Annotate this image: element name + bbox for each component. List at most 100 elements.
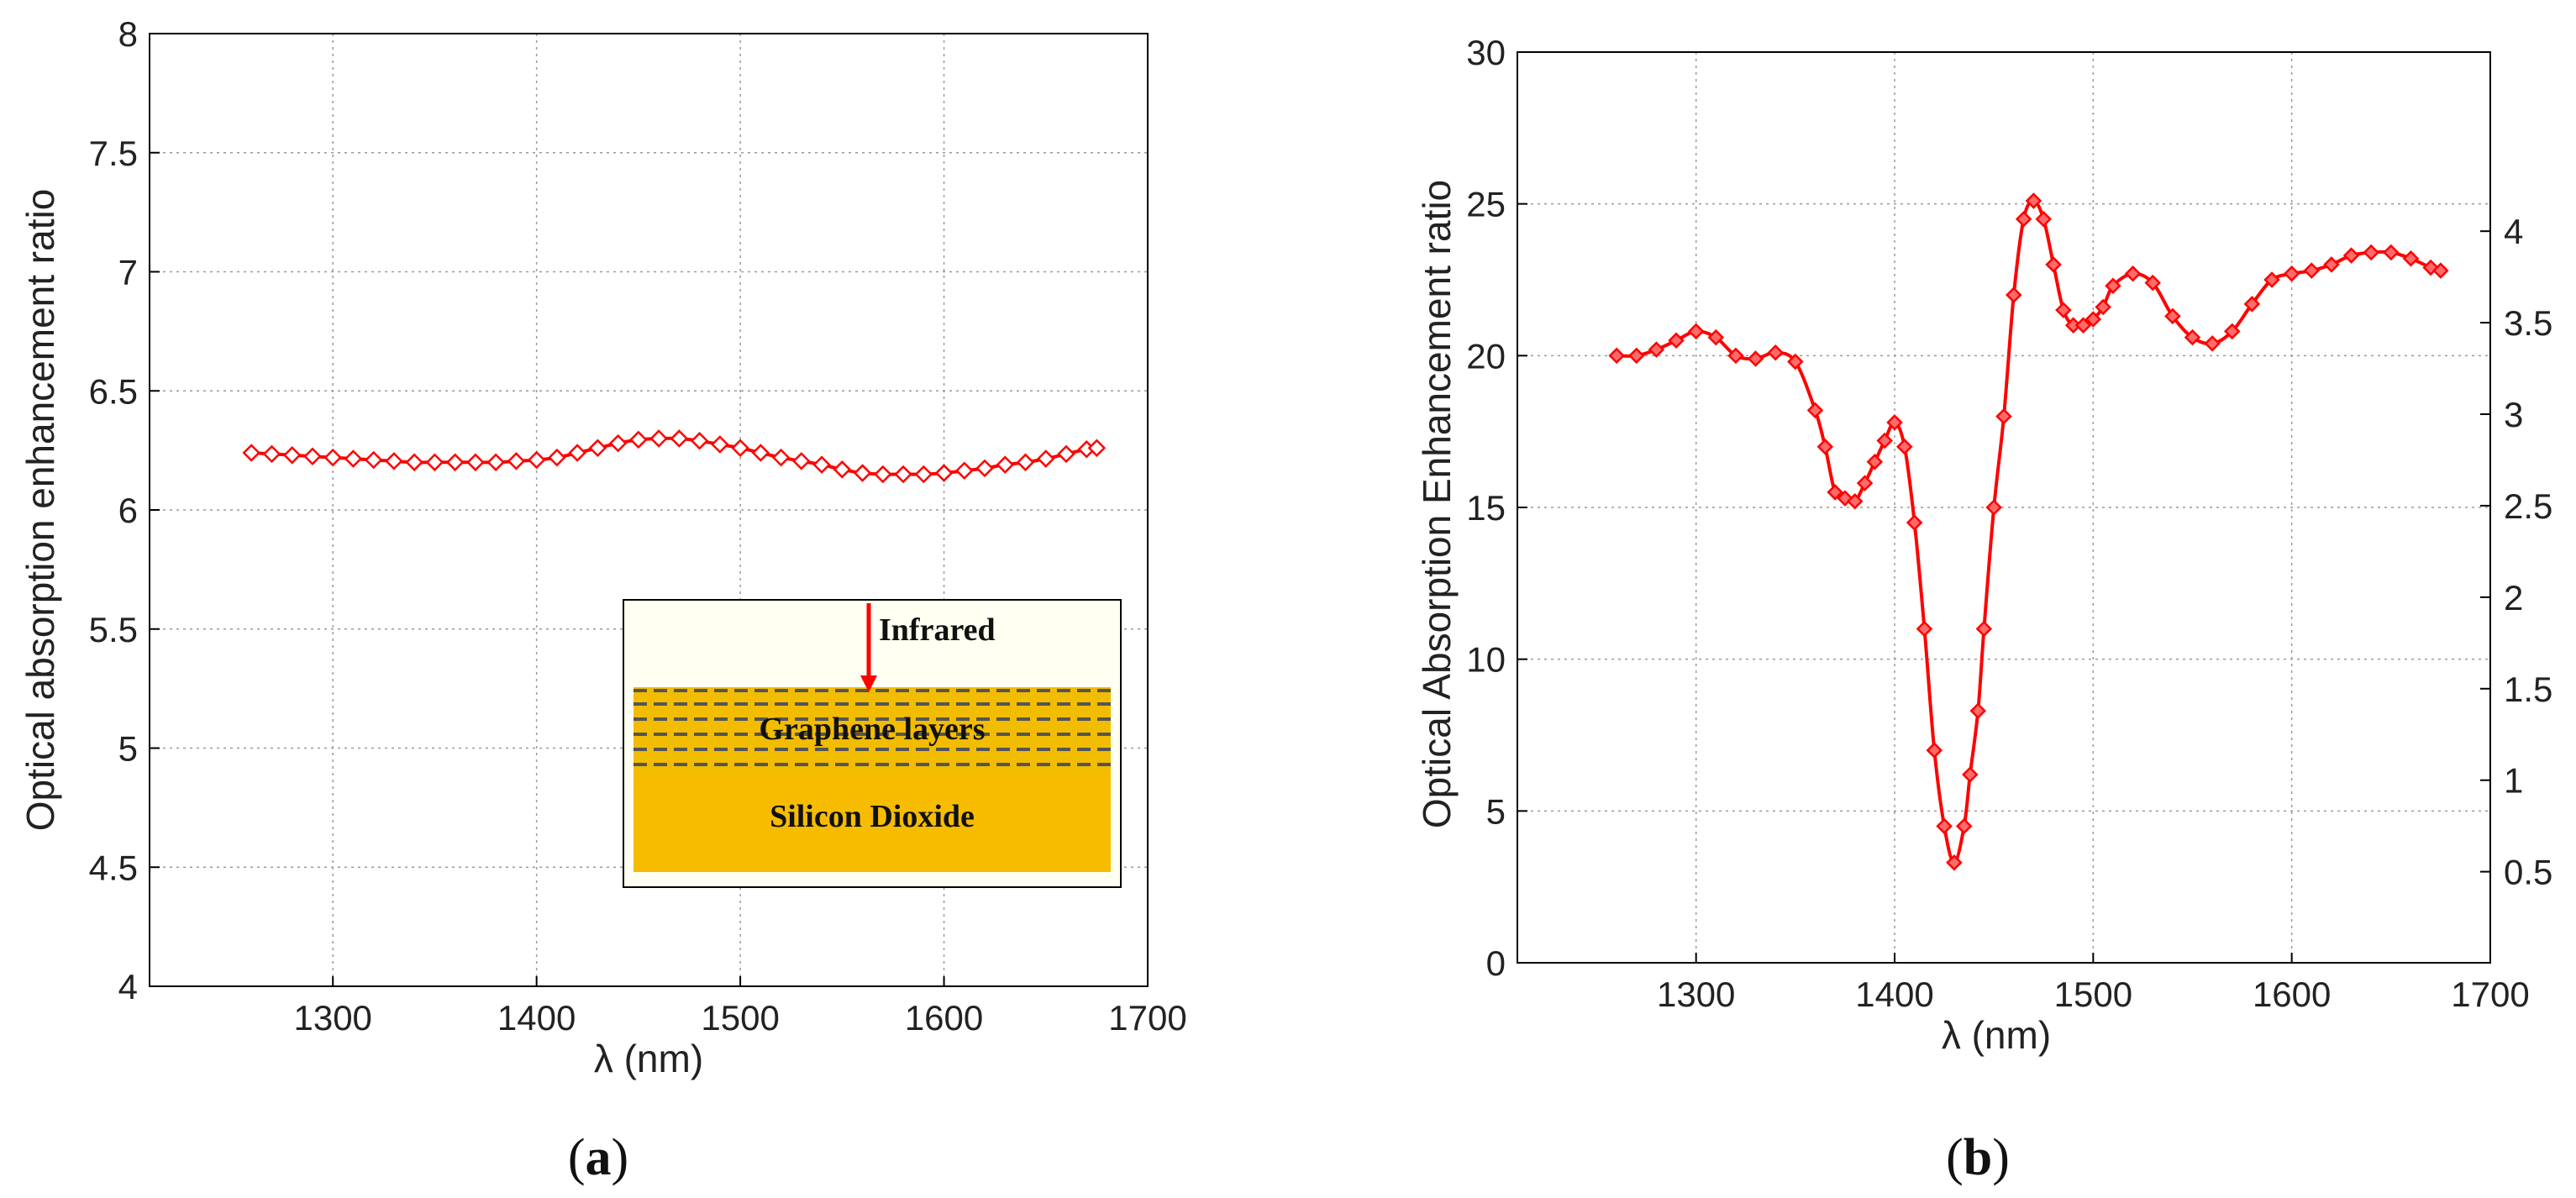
- data-point-marker: [1985, 499, 2002, 516]
- data-point-marker: [1866, 454, 1884, 470]
- x-tick-label: 1300: [1657, 975, 1735, 1014]
- data-point-marker: [1787, 353, 1804, 370]
- data-point-marker: [1886, 414, 1903, 431]
- panel-a-inset: Infrared Graphene layers Silicon Dioxide: [623, 599, 1122, 888]
- panel-a-y-axis-label: Optical absorption enhancement ratio: [18, 189, 62, 832]
- x-tick-label: 1600: [2253, 975, 2331, 1014]
- data-point-marker: [792, 452, 811, 470]
- panel-b-secondary-y-ticks: 0.5 1 1.5 2 2.5 3 3.5 4: [2480, 212, 2552, 892]
- y2-tick-label: 2.5: [2504, 486, 2552, 526]
- y-tick-label: 30: [1466, 33, 1506, 72]
- data-point-marker: [1856, 475, 1874, 491]
- y-tick-label: 7.5: [89, 134, 138, 173]
- panel-b-grid: [1517, 52, 2490, 963]
- data-point-marker: [1037, 449, 1055, 468]
- x-tick-label: 1400: [1855, 975, 1933, 1014]
- data-point-marker: [649, 429, 668, 448]
- data-point-marker: [2124, 265, 2142, 282]
- data-point-marker: [914, 465, 933, 484]
- y-tick-label: 6: [118, 491, 138, 530]
- data-point-marker: [2432, 262, 2449, 279]
- data-point-marker: [608, 433, 628, 453]
- data-point-marker: [1727, 347, 1744, 365]
- panel-b-label: (b): [1946, 1129, 2010, 1186]
- inset-graphene-block: [633, 687, 1111, 771]
- y-tick-label: 4: [118, 967, 138, 1006]
- x-tick-label: 1500: [2054, 975, 2132, 1014]
- data-point-marker: [711, 435, 729, 454]
- y-tick-label: 10: [1466, 640, 1506, 680]
- data-point-marker: [955, 461, 974, 480]
- inset-substrate-label: Silicon Dioxide: [770, 799, 975, 834]
- y-tick-label: 0: [1486, 943, 1506, 983]
- data-point-marker: [1057, 444, 1075, 464]
- data-point-marker: [1687, 323, 1705, 340]
- data-point-marker: [1846, 493, 1864, 510]
- data-point-marker: [670, 429, 689, 448]
- data-point-marker: [2105, 277, 2121, 294]
- data-point-marker: [2323, 256, 2340, 273]
- y2-tick-label: 1: [2504, 761, 2523, 801]
- infrared-arrowhead-icon: [860, 675, 877, 692]
- data-point-marker: [874, 465, 892, 484]
- y-tick-label: 8: [118, 14, 138, 54]
- data-point-marker: [2095, 298, 2111, 316]
- data-point-marker: [812, 455, 831, 474]
- data-point-marker: [894, 465, 912, 484]
- panel-b-x-axis-label: λ (nm): [1942, 1013, 2051, 1057]
- y2-tick-label: 4: [2504, 212, 2523, 251]
- data-point-marker: [731, 439, 749, 458]
- data-point-marker: [2035, 210, 2053, 228]
- panel-a-y-ticks: 4 4.5 5 5.5 6 6.5 7 7.5 8: [89, 14, 160, 1006]
- y2-tick-label: 0.5: [2504, 853, 2552, 892]
- data-point-marker: [2055, 302, 2072, 318]
- data-point-marker: [282, 446, 302, 465]
- data-point-marker: [242, 444, 260, 462]
- data-point-marker: [1955, 817, 1973, 835]
- y2-tick-label: 3.5: [2504, 303, 2552, 343]
- data-point-marker: [548, 448, 566, 467]
- data-point-marker: [486, 453, 505, 472]
- x-tick-label: 1300: [293, 998, 371, 1038]
- panel-b-letter: b: [1964, 1129, 1992, 1186]
- data-point-marker: [2084, 311, 2102, 328]
- data-point-marker: [1926, 742, 1943, 759]
- data-point-marker: [2015, 210, 2032, 228]
- panel-a-x-ticks: 1300 1400 1500 1600 1700: [293, 976, 1187, 1038]
- x-tick-label: 1700: [1108, 998, 1186, 1038]
- data-point-marker: [1816, 438, 1834, 455]
- data-point-marker: [1946, 854, 1963, 871]
- series-line: [1617, 199, 2442, 864]
- data-point-marker: [344, 449, 363, 468]
- data-point-marker: [2383, 244, 2400, 261]
- data-point-marker: [1995, 407, 2012, 425]
- panel-b-x-ticks: 1300 1400 1500 1600 1700: [1657, 953, 2530, 1014]
- data-point-marker: [996, 455, 1015, 474]
- x-tick-label: 1700: [2451, 975, 2529, 1014]
- data-point-marker: [1747, 350, 1764, 367]
- data-point-marker: [1916, 620, 1933, 638]
- x-tick-label: 1500: [701, 998, 779, 1038]
- data-point-marker: [2164, 307, 2181, 325]
- data-point-marker: [1806, 402, 1824, 419]
- data-point-marker: [1962, 766, 1979, 783]
- y2-tick-label: 3: [2504, 395, 2523, 434]
- data-point-marker: [2045, 256, 2062, 273]
- y2-tick-label: 1.5: [2504, 670, 2552, 709]
- data-point-marker: [2144, 274, 2162, 292]
- y-tick-label: 25: [1466, 185, 1506, 224]
- data-point-marker: [1896, 438, 1913, 455]
- data-point-marker: [2224, 323, 2241, 340]
- y-tick-label: 20: [1466, 336, 1506, 376]
- data-point-marker: [853, 464, 872, 482]
- data-point-marker: [833, 460, 852, 479]
- inset-substrate-block: [633, 771, 1111, 872]
- data-point-marker: [1876, 432, 1893, 449]
- data-point-marker: [2363, 244, 2379, 261]
- data-point-marker: [2283, 265, 2300, 282]
- data-point-marker: [1936, 817, 1953, 835]
- data-point-marker: [364, 450, 383, 470]
- data-point-marker: [690, 432, 709, 450]
- panel-a-chart: 1300 1400 1500 1600 1700 4 4.5 5 5.5 6 6.5 7 7.5 8 I…: [18, 14, 1187, 1186]
- data-point-marker: [405, 453, 423, 472]
